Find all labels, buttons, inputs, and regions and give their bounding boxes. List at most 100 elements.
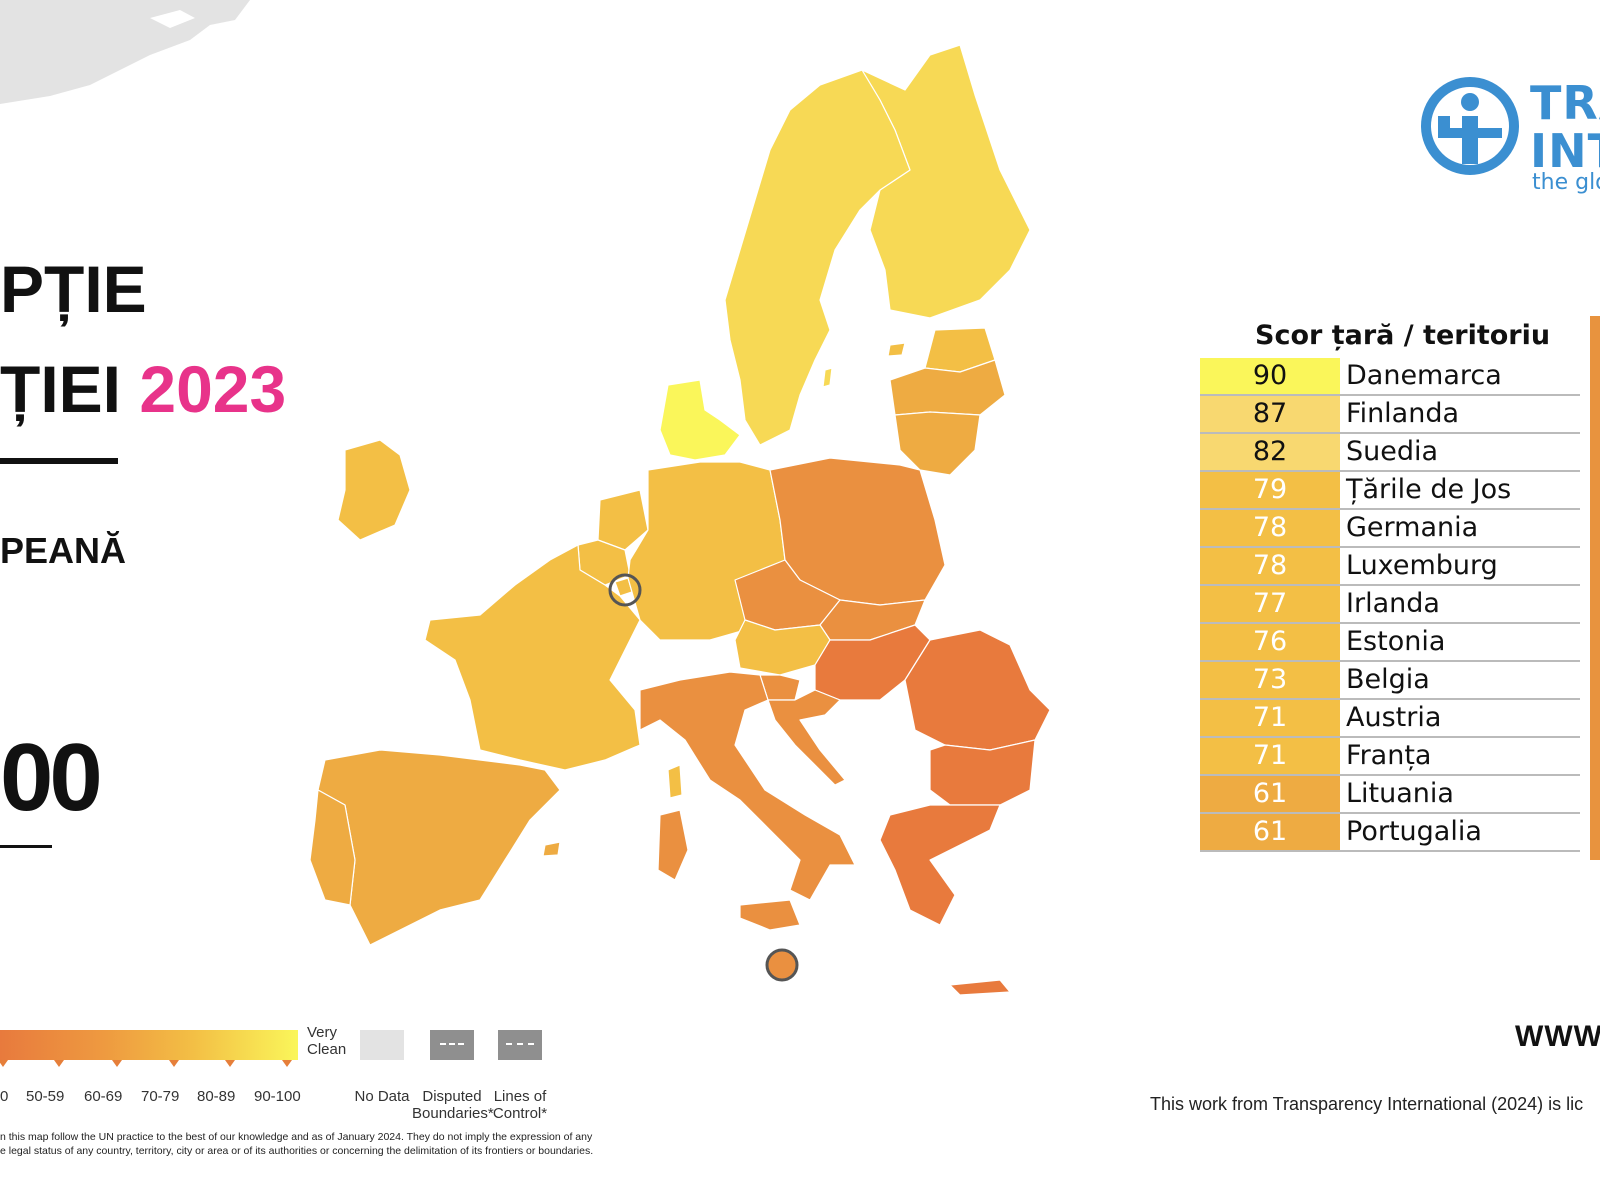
greenland-landmass <box>0 0 250 104</box>
island-sardinia[interactable] <box>657 809 689 881</box>
country-score: 78 <box>1200 510 1340 546</box>
country-name: Lituania <box>1346 778 1454 809</box>
map-legend: Very Clean 0 50-59 60-69 70-79 80-89 90-100 No… <box>0 1024 700 1130</box>
country-portugal[interactable] <box>309 789 356 906</box>
table-row: 61 Lituania <box>1200 776 1580 814</box>
country-score: 61 <box>1200 814 1340 850</box>
country-name: Franța <box>1346 740 1432 771</box>
country-france[interactable] <box>424 544 641 771</box>
title-text: ȚIEI <box>0 352 122 426</box>
country-score: 77 <box>1200 586 1340 622</box>
country-greece[interactable] <box>879 804 1001 926</box>
legend-tick <box>0 1060 8 1067</box>
logo-text-line2: INT <box>1530 124 1600 178</box>
country-netherlands[interactable] <box>597 489 649 551</box>
page-title-line1: PȚIE <box>0 252 147 326</box>
eu-choropleth-map <box>309 44 1051 996</box>
license-text: This work from Transparency Internationa… <box>1150 1094 1584 1114</box>
legend-tick <box>169 1060 179 1067</box>
country-name: Irlanda <box>1346 588 1440 619</box>
disclaimer-line2: e legal status of any country, territory… <box>0 1145 594 1157</box>
country-name: Austria <box>1346 702 1442 733</box>
ti-emblem-icon <box>1421 77 1519 175</box>
country-score: 76 <box>1200 624 1340 660</box>
country-lithuania[interactable] <box>894 411 981 476</box>
legend-very-clean-label: Very Clean <box>307 1024 347 1058</box>
legend-no-data-label: No Data <box>354 1088 410 1105</box>
country-score: 82 <box>1200 434 1340 470</box>
table-row: 90 Danemarca <box>1200 358 1580 396</box>
country-name: Luxemburg <box>1346 550 1498 581</box>
score-table: 90 Danemarca 87 Finlanda 82 Suedia 79 Țările de… <box>1200 358 1580 852</box>
island-crete[interactable] <box>949 979 1011 996</box>
table-row: 78 Germania <box>1200 510 1580 548</box>
country-score: 71 <box>1200 738 1340 774</box>
legend-lines-of-control-swatch <box>498 1030 542 1060</box>
logo-text-line1: TRA <box>1530 76 1600 130</box>
country-score: 71 <box>1200 700 1340 736</box>
legend-lines-of-control-label: Lines of Control* <box>492 1088 548 1122</box>
country-name: Finlanda <box>1346 398 1460 429</box>
island-gotland <box>822 367 833 388</box>
legend-tick <box>282 1060 292 1067</box>
transparency-international-logo[interactable]: TRA INT the glo <box>1420 72 1600 212</box>
country-name: Țările de Jos <box>1346 474 1512 505</box>
legend-range-label: 90-100 <box>254 1088 301 1105</box>
map-disclaimer: n this map follow the UN practice to the… <box>0 1130 593 1158</box>
disclaimer-line1: n this map follow the UN practice to the… <box>0 1131 593 1143</box>
page-subtitle: PEANĂ <box>0 530 127 571</box>
legend-gradient-bar <box>0 1030 298 1060</box>
legend-range-label: 80-89 <box>197 1088 236 1105</box>
country-italy[interactable] <box>639 671 856 901</box>
legend-range-label: 60-69 <box>84 1088 123 1105</box>
table-row: 79 Țările de Jos <box>1200 472 1580 510</box>
country-name: Danemarca <box>1346 360 1502 391</box>
island-corsica[interactable] <box>667 764 683 799</box>
country-score: 79 <box>1200 472 1340 508</box>
country-score: 78 <box>1200 548 1340 584</box>
legend-tick <box>225 1060 235 1067</box>
legend-tick <box>54 1060 64 1067</box>
page-title-line2: ȚIEI 2023 <box>0 356 286 422</box>
title-year: 2023 <box>139 352 287 426</box>
table-row: 76 Estonia <box>1200 624 1580 662</box>
island-saaremaa <box>887 342 906 357</box>
legend-tick <box>112 1060 122 1067</box>
table-side-bar <box>1590 316 1600 860</box>
table-row: 77 Irlanda <box>1200 586 1580 624</box>
island-sicily[interactable] <box>739 899 801 931</box>
logo-tagline: the glo <box>1532 170 1600 195</box>
table-row: 78 Luxemburg <box>1200 548 1580 586</box>
country-name: Germania <box>1346 512 1479 543</box>
country-spain[interactable] <box>317 749 561 946</box>
table-row: 87 Finlanda <box>1200 396 1580 434</box>
country-croatia[interactable] <box>767 689 846 786</box>
country-name: Suedia <box>1346 436 1439 467</box>
legend-no-data-swatch <box>360 1030 404 1060</box>
country-score: 90 <box>1200 358 1340 394</box>
country-name: Estonia <box>1346 626 1446 657</box>
table-row: 61 Portugalia <box>1200 814 1580 852</box>
country-score: 73 <box>1200 662 1340 698</box>
table-row: 71 Franța <box>1200 738 1580 776</box>
table-row: 71 Austria <box>1200 700 1580 738</box>
island-mallorca <box>542 841 561 857</box>
table-row: 82 Suedia <box>1200 434 1580 472</box>
country-denmark[interactable] <box>659 379 741 461</box>
table-row: 73 Belgia <box>1200 662 1580 700</box>
luxembourg-marker[interactable] <box>608 573 642 607</box>
country-sweden[interactable] <box>724 69 911 446</box>
malta-marker[interactable] <box>765 948 799 982</box>
country-name: Portugalia <box>1346 816 1482 847</box>
website-link[interactable]: WWW <box>1515 1020 1600 1053</box>
country-bulgaria[interactable] <box>929 739 1036 806</box>
legend-range-label: 0 <box>0 1088 9 1105</box>
table-title: Scor țară / teritoriu <box>1255 320 1551 351</box>
score-scale-number: 00 <box>0 724 103 831</box>
country-ireland[interactable] <box>337 439 411 541</box>
legend-range-label: 70-79 <box>141 1088 180 1105</box>
legend-disputed-label: Disputed Boundaries* <box>412 1088 494 1122</box>
legend-range-label: 50-59 <box>26 1088 65 1105</box>
country-romania[interactable] <box>904 629 1051 751</box>
country-score: 61 <box>1200 776 1340 812</box>
